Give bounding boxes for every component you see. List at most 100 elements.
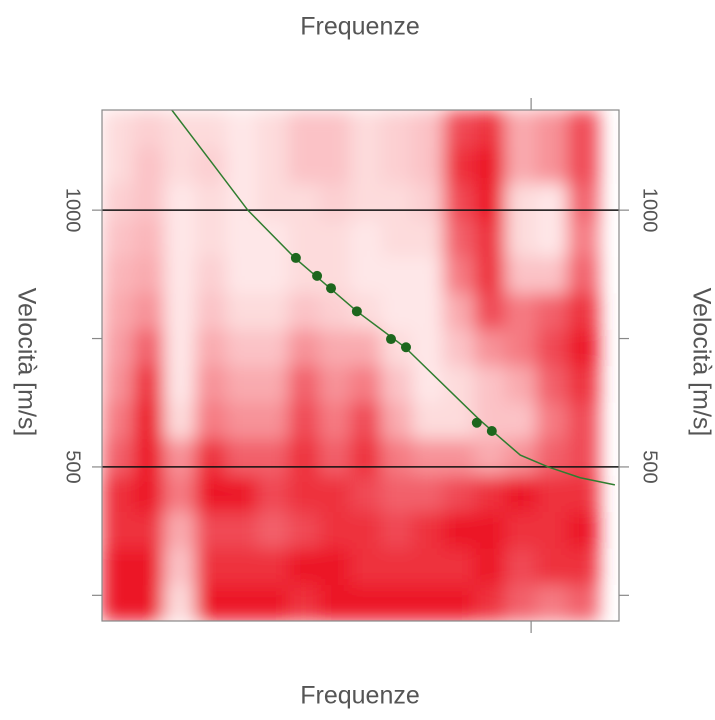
heat-cell — [257, 146, 289, 184]
data-point — [486, 425, 497, 436]
heatmap — [102, 110, 599, 621]
heat-cell — [133, 110, 165, 148]
heat-cell — [288, 110, 320, 148]
heat-cell — [474, 438, 506, 476]
heat-cell — [536, 438, 568, 476]
heat-cell — [133, 256, 165, 294]
heat-cell — [381, 584, 413, 621]
data-point — [351, 306, 362, 317]
heat-cell — [443, 329, 475, 367]
heat-cell — [195, 183, 227, 221]
heat-cell — [412, 511, 444, 549]
heat-cell — [536, 146, 568, 184]
heat-cell — [536, 110, 568, 148]
heat-cell — [257, 584, 289, 621]
heat-cell — [319, 292, 351, 330]
overlay — [102, 110, 619, 486]
plot-frame — [101, 109, 620, 622]
heat-cell — [536, 256, 568, 294]
heat-cell — [288, 548, 320, 586]
heat-cell — [195, 365, 227, 403]
heat-cell — [505, 183, 537, 221]
heat-cell — [133, 146, 165, 184]
heat-cell — [288, 511, 320, 549]
heat-cell — [443, 183, 475, 221]
heat-cell — [505, 584, 537, 621]
heat-cell — [288, 475, 320, 513]
heat-cell — [350, 219, 382, 257]
heat-cell — [381, 402, 413, 440]
heat-cell — [102, 256, 134, 294]
heat-cell — [164, 146, 196, 184]
heat-cell — [381, 438, 413, 476]
heat-cell — [257, 402, 289, 440]
heat-cell — [195, 584, 227, 621]
heat-cell — [474, 475, 506, 513]
heat-cell — [412, 475, 444, 513]
heat-cell — [350, 475, 382, 513]
heat-cell — [474, 219, 506, 257]
heat-cell — [567, 146, 599, 184]
heat-cell — [133, 219, 165, 257]
heat-cell — [381, 292, 413, 330]
heat-cell — [133, 475, 165, 513]
heat-cell — [567, 584, 599, 621]
heat-cell — [567, 438, 599, 476]
heat-cell — [288, 183, 320, 221]
heat-cell — [443, 365, 475, 403]
heat-cell — [102, 146, 134, 184]
data-point — [290, 252, 301, 263]
heat-cell — [443, 584, 475, 621]
heat-cell — [319, 183, 351, 221]
heat-cell — [567, 219, 599, 257]
heat-cell — [567, 548, 599, 586]
heat-cell — [443, 146, 475, 184]
heat-cell — [474, 110, 506, 148]
heat-cell — [133, 511, 165, 549]
heat-cell — [536, 402, 568, 440]
heat-cell — [474, 329, 506, 367]
heat-cell — [412, 292, 444, 330]
heat-cell — [102, 219, 134, 257]
heat-cell — [536, 219, 568, 257]
heat-cell — [133, 292, 165, 330]
heat-cell — [288, 438, 320, 476]
heat-cell — [257, 256, 289, 294]
heat-cell — [412, 365, 444, 403]
heat-cell — [505, 511, 537, 549]
y-tick-label-right: 1000 — [639, 188, 661, 233]
heat-cell — [288, 402, 320, 440]
heat-cell — [164, 438, 196, 476]
heat-cell — [567, 292, 599, 330]
heat-cell — [350, 365, 382, 403]
heat-cell — [567, 365, 599, 403]
heat-cell — [536, 365, 568, 403]
heat-cell — [319, 548, 351, 586]
heat-cell — [133, 584, 165, 621]
heat-cell — [195, 219, 227, 257]
heat-cell — [474, 183, 506, 221]
heat-cell — [505, 329, 537, 367]
heat-cell — [102, 584, 134, 621]
heat-cell — [102, 183, 134, 221]
heat-cell — [102, 292, 134, 330]
heat-cell — [319, 110, 351, 148]
heat-cell — [319, 146, 351, 184]
heat-cell — [567, 183, 599, 221]
heat-cell — [443, 292, 475, 330]
heat-cell — [164, 110, 196, 148]
heat-cell — [226, 110, 258, 148]
heat-cell — [226, 146, 258, 184]
heat-cell — [195, 475, 227, 513]
heat-cell — [102, 365, 134, 403]
heat-cell — [443, 438, 475, 476]
heat-cell — [226, 548, 258, 586]
heat-cell — [102, 402, 134, 440]
heat-cell — [195, 256, 227, 294]
heat-cell — [443, 548, 475, 586]
heat-cell — [350, 256, 382, 294]
data-point — [326, 283, 337, 294]
heat-cell — [288, 292, 320, 330]
heat-cell — [257, 475, 289, 513]
heat-cell — [133, 365, 165, 403]
